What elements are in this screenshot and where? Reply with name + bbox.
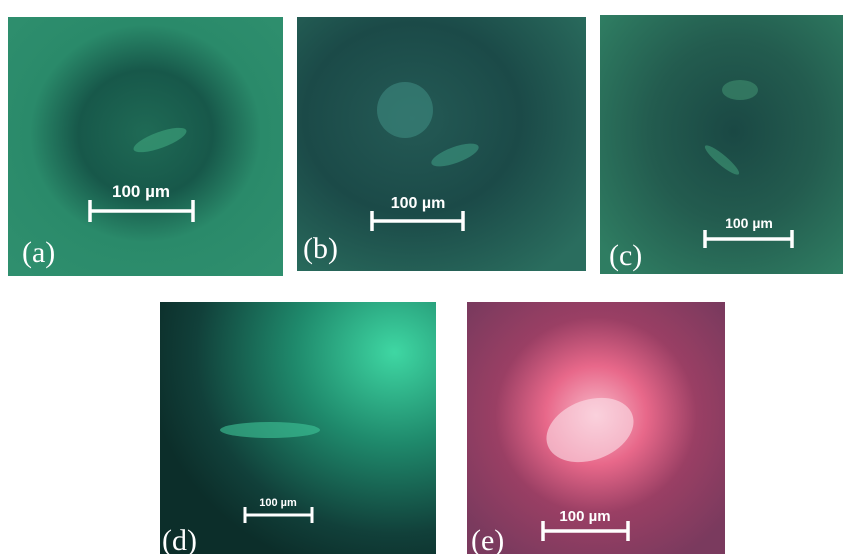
scale-label: 100 µm <box>112 182 170 201</box>
panel-label: (e) <box>471 524 504 554</box>
figure: 100 µm 100 µm 100 µm 100 µm 100 µm (a) (… <box>0 0 843 554</box>
panel-label: (a) <box>22 236 55 269</box>
scale-label: 100 µm <box>259 497 297 509</box>
image-c <box>600 15 843 274</box>
scale-label: 100 µm <box>559 508 610 525</box>
scale-label: 100 µm <box>391 195 446 212</box>
panel-label: (c) <box>609 239 642 272</box>
panel-label: (d) <box>162 524 197 554</box>
panel-label: (b) <box>303 232 338 265</box>
scale-label: 100 µm <box>725 215 773 231</box>
image-b <box>297 17 586 271</box>
